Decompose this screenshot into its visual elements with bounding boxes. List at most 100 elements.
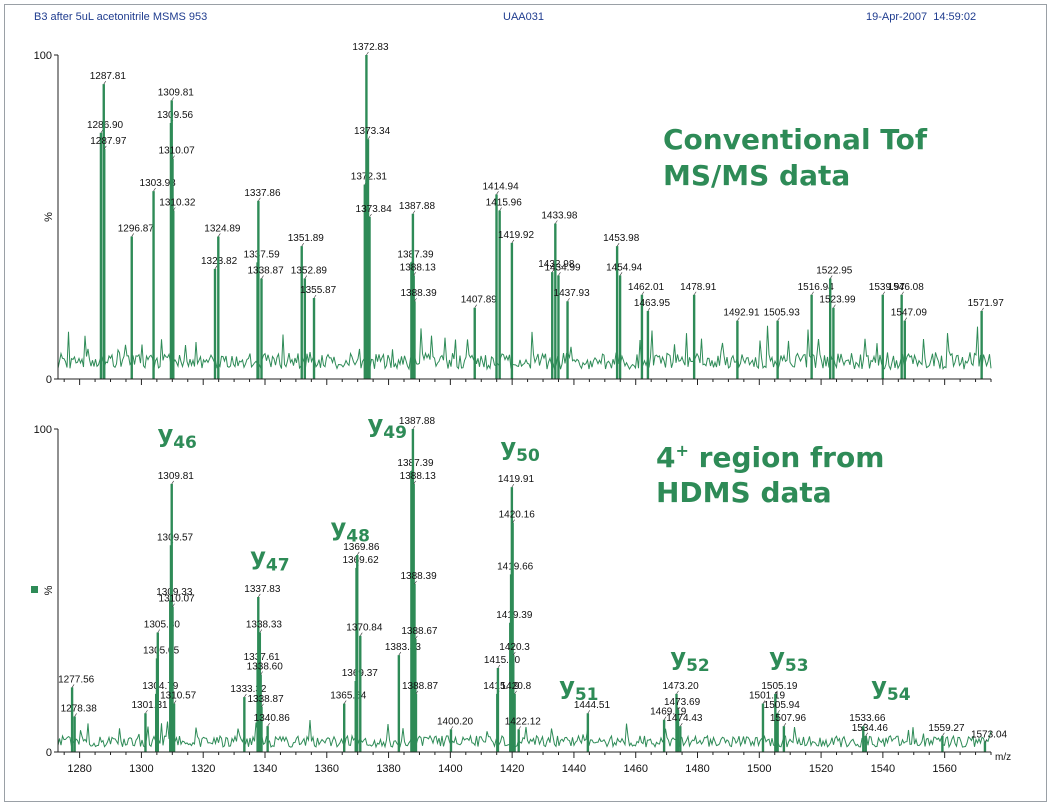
- peak-label-leader: [145, 710, 148, 714]
- peak-label: 1444.51: [574, 700, 611, 711]
- ion-label-y47: y47: [250, 543, 289, 576]
- peak-label: 1559.27: [928, 723, 965, 734]
- peak-label: 1373.84: [356, 204, 393, 215]
- peak-label-leader: [412, 210, 416, 214]
- peak-label-leader: [414, 580, 417, 585]
- peak-label: 1383.33: [385, 642, 422, 653]
- peak-label-leader: [904, 317, 908, 321]
- peak-label-leader: [829, 275, 833, 279]
- peak-label: 1462.01: [628, 282, 665, 293]
- peak-label: 1309.81: [158, 87, 195, 98]
- ion-label-y46: y46: [158, 420, 197, 453]
- peak-label: 1309.56: [157, 110, 194, 121]
- peak-label-leader: [680, 722, 683, 727]
- peak-label: 1310.07: [159, 146, 196, 157]
- peak-label: 1355.87: [300, 285, 337, 296]
- peak-label-leader: [413, 480, 416, 485]
- peak-label-leader: [511, 239, 515, 244]
- peak-label: 1338.87: [247, 266, 284, 277]
- peak-label: 1414.94: [483, 181, 520, 192]
- spectrum-frame: [4, 4, 1047, 802]
- spectrum-panel-1: 1286.90 1287.81 1287.97 1296.87 1303.93 1309.…: [34, 42, 1005, 386]
- peak-label-leader: [555, 220, 558, 224]
- peak-label-leader: [777, 710, 780, 714]
- ion-label-y53: y53: [769, 643, 808, 676]
- x-tick-label: 1320: [191, 763, 215, 775]
- x-tick-label: 1540: [871, 763, 895, 775]
- peak-label: 1337.86: [244, 188, 281, 199]
- spectrum-panel-2: 1277.56 1278.38 1301.31 1304.79 1305.05 1305.…: [34, 410, 1011, 775]
- peak-label: 1492.91: [723, 308, 760, 319]
- peak-label: 1338.60: [247, 661, 284, 672]
- noise-trace: [57, 325, 992, 371]
- peak-label: 1333.32: [230, 684, 267, 695]
- peak-label-leader: [513, 651, 516, 656]
- peak-label: 1420.16: [499, 510, 536, 521]
- peak-label-leader: [103, 145, 107, 150]
- peak-label: 1507.96: [770, 713, 807, 724]
- peak-label: 1388.87: [402, 681, 439, 692]
- x-axis-label: m/z: [995, 752, 1011, 763]
- peak-label-leader: [412, 425, 416, 430]
- peak-label-leader: [343, 700, 347, 704]
- peak-label-leader: [173, 700, 177, 704]
- peak-label: 1571.97: [968, 298, 1005, 309]
- peak-label: 1534.46: [852, 723, 889, 734]
- peak-label-leader: [663, 716, 667, 720]
- peak-label: 1304.79: [142, 681, 179, 692]
- peak-label: 1337.59: [244, 249, 281, 260]
- peak-label: 1469.19: [650, 707, 687, 718]
- peak-label: 1338.33: [246, 619, 283, 630]
- peak-label: 1309.33: [156, 587, 193, 598]
- peak-label-leader: [301, 242, 304, 247]
- peak-label: 1388.39: [400, 288, 437, 299]
- peak-label: 1301.31: [131, 700, 168, 711]
- peak-label-leader: [762, 700, 766, 704]
- peak-label: 1407.89: [461, 295, 498, 306]
- peak-label-leader: [173, 207, 176, 211]
- peak-label: 1286.90: [87, 120, 124, 131]
- peak-label: 1305.05: [143, 645, 180, 656]
- peak-label-leader: [172, 603, 175, 607]
- peak-label: 1338.87: [247, 694, 284, 705]
- peak-label-leader: [157, 629, 161, 633]
- peak-label-leader: [153, 187, 156, 192]
- peak-label-leader: [304, 275, 308, 279]
- peak-label: 1388.13: [400, 471, 437, 482]
- peak-label: 1337.83: [244, 584, 281, 595]
- peak-label-leader: [942, 732, 945, 737]
- peak-label: 1303.93: [140, 178, 177, 189]
- peak-label-leader: [981, 307, 984, 312]
- peak-label: 1387.39: [397, 458, 434, 469]
- peak-label-leader: [172, 155, 175, 159]
- x-tick-label: 1460: [623, 763, 647, 775]
- peak-label-leader: [413, 272, 416, 276]
- peak-label: 1505.19: [761, 681, 798, 692]
- peak-label-leader: [641, 291, 645, 295]
- peak-label: 1340.86: [254, 713, 291, 724]
- y-tick-label: 100: [34, 50, 52, 62]
- peak-label-leader: [777, 317, 780, 321]
- peak-label: 1539.97: [869, 282, 906, 293]
- peak-label-leader: [414, 298, 417, 302]
- y-axis-label: %: [43, 212, 55, 222]
- peak-label: 1432.98: [538, 259, 575, 270]
- peak-label-leader: [415, 690, 419, 695]
- ion-label-y51: y51: [559, 672, 598, 705]
- peak-label-leader: [619, 272, 623, 276]
- peak-label: 1433.98: [541, 210, 578, 221]
- ion-label-y50: y50: [501, 433, 540, 466]
- peak-label: 1454.94: [606, 262, 643, 273]
- x-tick-label: 1420: [500, 763, 524, 775]
- x-tick-label: 1440: [562, 763, 586, 775]
- peak-label: 1287.81: [90, 71, 127, 82]
- y-tick-label: 0: [46, 374, 52, 386]
- peak-label-leader: [369, 213, 372, 218]
- peak-label-leader: [901, 291, 904, 295]
- noise-trace: [57, 719, 992, 749]
- peak-label: 1573.04: [971, 729, 1008, 740]
- x-tick-label: 1340: [253, 763, 277, 775]
- peak-label: 1434.99: [544, 262, 581, 273]
- peak-label-leader: [260, 671, 263, 675]
- y-axis-label: %: [43, 585, 55, 595]
